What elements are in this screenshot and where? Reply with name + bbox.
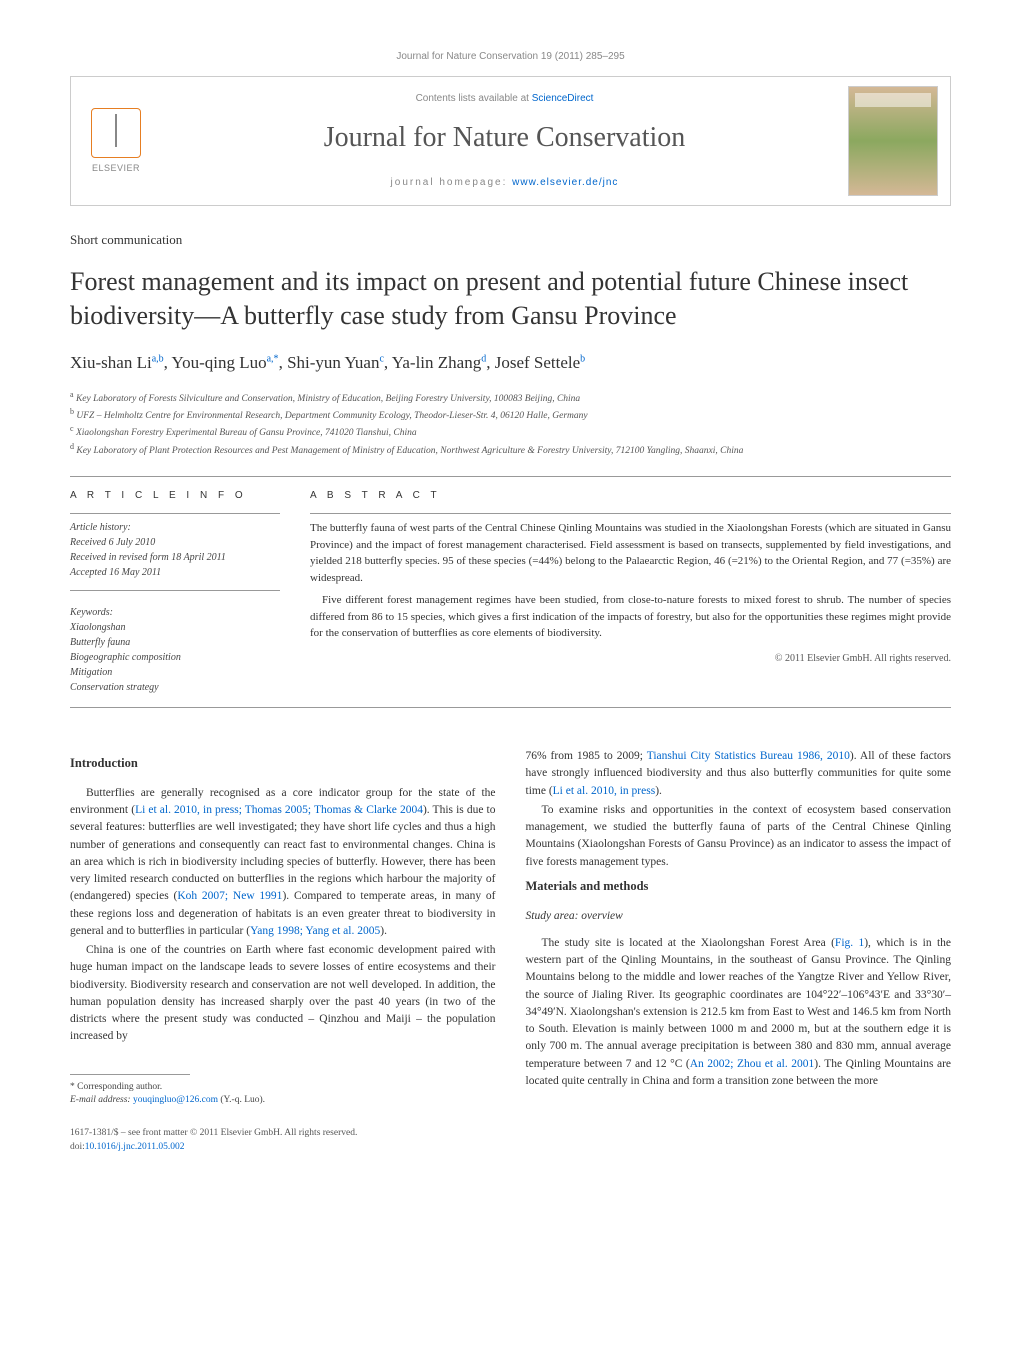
elsevier-logo: ELSEVIER: [71, 77, 161, 205]
abstract-heading: A B S T R A C T: [310, 489, 951, 503]
history-line: Received in revised form 18 April 2011: [70, 550, 280, 565]
body-right-column: 76% from 1985 to 2009; Tianshui City Sta…: [526, 748, 952, 1154]
email-who: (Y.-q. Luo).: [220, 1095, 265, 1105]
abstract-para: The butterfly fauna of west parts of the…: [310, 520, 951, 586]
body-paragraph: The study site is located at the Xiaolon…: [526, 935, 952, 1090]
email-label: E-mail address:: [70, 1095, 131, 1105]
corresponding-author-footnote: * Corresponding author. E-mail address: …: [70, 1081, 496, 1108]
keywords-label: Keywords:: [70, 605, 280, 620]
citation-link[interactable]: Koh 2007; New 1991: [177, 890, 282, 902]
article-info-column: A R T I C L E I N F O Article history: R…: [70, 489, 280, 695]
divider: [310, 513, 951, 514]
keyword: Biogeographic composition: [70, 650, 280, 665]
author-list: Xiu-shan Lia,b, You-qing Luoa,*, Shi-yun…: [70, 351, 951, 375]
citation-link[interactable]: An 2002; Zhou et al. 2001: [690, 1058, 815, 1070]
footer-block: 1617-1381/$ – see front matter © 2011 El…: [70, 1127, 496, 1154]
history-label: Article history:: [70, 520, 280, 535]
doi-link[interactable]: 10.1016/j.jnc.2011.05.002: [85, 1142, 185, 1152]
affiliation-line: c Xiaolongshan Forestry Experimental Bur…: [70, 423, 951, 440]
sciencedirect-link[interactable]: ScienceDirect: [532, 93, 594, 104]
abstract-column: A B S T R A C T The butterfly fauna of w…: [310, 489, 951, 695]
journal-title: Journal for Nature Conservation: [181, 118, 828, 157]
article-history: Article history: Received 6 July 2010 Re…: [70, 520, 280, 580]
divider: [70, 476, 951, 477]
section-heading-methods: Materials and methods: [526, 877, 952, 896]
history-line: Accepted 16 May 2011: [70, 565, 280, 580]
abstract-copyright: © 2011 Elsevier GmbH. All rights reserve…: [310, 652, 951, 666]
body-paragraph: China is one of the countries on Earth w…: [70, 942, 496, 1046]
divider: [70, 590, 280, 591]
info-abstract-row: A R T I C L E I N F O Article history: R…: [70, 489, 951, 695]
journal-cover-thumbnail: [848, 86, 938, 196]
header-center: Contents lists available at ScienceDirec…: [161, 82, 848, 199]
body-paragraph: To examine risks and opportunities in th…: [526, 802, 952, 871]
affiliations: a Key Laboratory of Forests Silviculture…: [70, 389, 951, 459]
divider: [70, 513, 280, 514]
article-title: Forest management and its impact on pres…: [70, 265, 951, 333]
article-type: Short communication: [70, 231, 951, 249]
keyword: Mitigation: [70, 665, 280, 680]
author-name: Xiu-shan Li: [70, 353, 152, 372]
author-name: Josef Settele: [495, 353, 580, 372]
affiliation-line: a Key Laboratory of Forests Silviculture…: [70, 389, 951, 406]
email-link[interactable]: youqingluo@126.com: [133, 1095, 218, 1105]
page-container: Journal for Nature Conservation 19 (2011…: [0, 0, 1021, 1194]
corr-label: * Corresponding author.: [70, 1081, 496, 1094]
homepage-link[interactable]: www.elsevier.de/jnc: [512, 177, 618, 188]
citation-link[interactable]: Li et al. 2010, in press: [553, 785, 656, 797]
elsevier-tree-icon: [91, 108, 141, 158]
homepage-prefix: journal homepage:: [391, 177, 513, 188]
author-affil-link[interactable]: a,b: [152, 353, 164, 364]
abstract-para: Five different forest management regimes…: [310, 592, 951, 642]
citation-link[interactable]: Li et al. 2010, in press; Thomas 2005; T…: [135, 804, 423, 816]
author-affil-link[interactable]: c: [379, 353, 383, 364]
body-paragraph: 76% from 1985 to 2009; Tianshui City Sta…: [526, 748, 952, 800]
author-name: Shi-yun Yuan: [287, 353, 379, 372]
author-affil-link[interactable]: a,*: [267, 353, 279, 364]
keyword: Butterfly fauna: [70, 635, 280, 650]
journal-header-box: ELSEVIER Contents lists available at Sci…: [70, 76, 951, 206]
author-affil-link[interactable]: b: [580, 353, 585, 364]
affiliation-line: d Key Laboratory of Plant Protection Res…: [70, 441, 951, 458]
elsevier-label: ELSEVIER: [92, 162, 140, 175]
body-paragraph: Butterflies are generally recognised as …: [70, 785, 496, 940]
doi-line: doi:10.1016/j.jnc.2011.05.002: [70, 1141, 496, 1154]
abstract-text: The butterfly fauna of west parts of the…: [310, 520, 951, 642]
citation-line: Journal for Nature Conservation 19 (2011…: [70, 50, 951, 64]
keyword: Xiaolongshan: [70, 620, 280, 635]
section-heading-introduction: Introduction: [70, 754, 496, 773]
author-affil-link[interactable]: d: [481, 353, 486, 364]
email-line: E-mail address: youqingluo@126.com (Y.-q…: [70, 1094, 496, 1107]
figure-link[interactable]: Fig. 1: [835, 937, 864, 949]
contents-line: Contents lists available at ScienceDirec…: [181, 92, 828, 106]
keywords-block: Keywords: Xiaolongshan Butterfly fauna B…: [70, 605, 280, 695]
body-left-column: Introduction Butterflies are generally r…: [70, 748, 496, 1154]
affiliation-line: b UFZ – Helmholtz Centre for Environment…: [70, 406, 951, 423]
contents-prefix: Contents lists available at: [416, 93, 532, 104]
article-info-heading: A R T I C L E I N F O: [70, 489, 280, 503]
author-name: You-qing Luo: [172, 353, 267, 372]
author-name: Ya-lin Zhang: [392, 353, 481, 372]
footnote-rule: [70, 1074, 190, 1075]
citation-link[interactable]: Tianshui City Statistics Bureau 1986, 20…: [647, 750, 850, 762]
footer-copyright: 1617-1381/$ – see front matter © 2011 El…: [70, 1127, 496, 1140]
homepage-line: journal homepage: www.elsevier.de/jnc: [181, 176, 828, 190]
history-line: Received 6 July 2010: [70, 535, 280, 550]
citation-link[interactable]: Yang 1998; Yang et al. 2005: [250, 925, 380, 937]
body-columns: Introduction Butterflies are generally r…: [70, 748, 951, 1154]
divider: [70, 707, 951, 708]
keyword: Conservation strategy: [70, 680, 280, 695]
subsection-heading-study-area: Study area: overview: [526, 908, 952, 925]
